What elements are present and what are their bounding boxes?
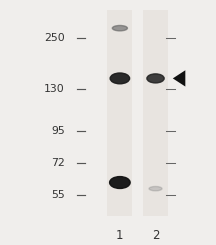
Ellipse shape <box>110 177 130 188</box>
Ellipse shape <box>149 186 162 191</box>
Text: 1: 1 <box>116 229 124 242</box>
Ellipse shape <box>147 74 164 83</box>
Polygon shape <box>173 70 185 86</box>
Ellipse shape <box>112 25 127 31</box>
Text: 95: 95 <box>51 126 65 136</box>
Text: 250: 250 <box>44 33 65 43</box>
Text: 72: 72 <box>51 158 65 168</box>
Text: 55: 55 <box>51 190 65 200</box>
Text: 130: 130 <box>44 85 65 94</box>
Text: 2: 2 <box>152 229 159 242</box>
Ellipse shape <box>110 73 130 84</box>
FancyBboxPatch shape <box>108 10 132 216</box>
FancyBboxPatch shape <box>143 10 168 216</box>
